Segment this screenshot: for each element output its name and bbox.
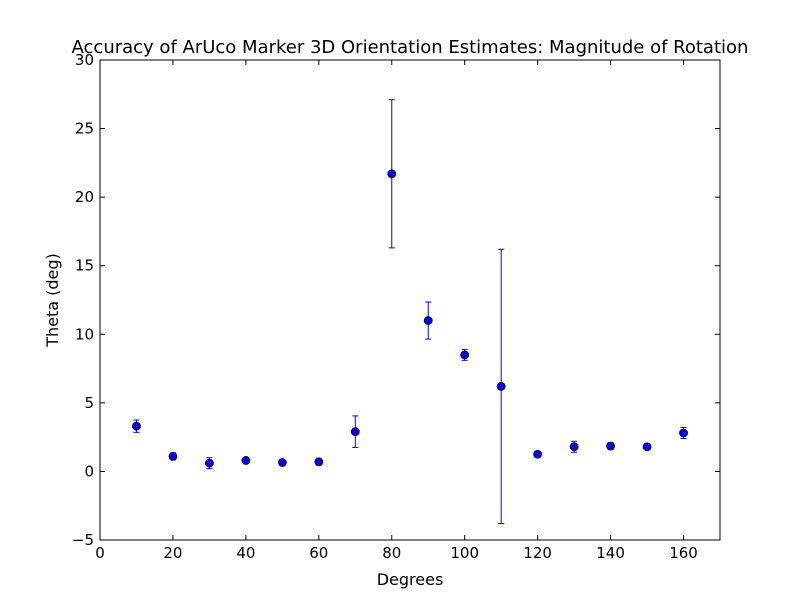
y-tick-label: 10 [75, 325, 94, 343]
plot-frame [99, 59, 721, 541]
x-tick-label: 120 [523, 544, 552, 562]
data-point [460, 350, 470, 360]
y-tick-label: 0 [84, 462, 94, 480]
data-point [387, 169, 397, 179]
data-layer [132, 99, 688, 525]
data-point [168, 451, 178, 461]
data-point [496, 381, 506, 391]
x-tick-label: 80 [382, 544, 401, 562]
plot-area [99, 59, 721, 541]
x-axis-label: Degrees [377, 570, 444, 589]
data-point [423, 316, 433, 325]
data-point [132, 421, 141, 431]
x-tick-label: 40 [236, 544, 255, 562]
chart-title: Accuracy of ArUco Marker 3D Orientation … [72, 37, 749, 58]
x-tick-label: 60 [309, 544, 328, 562]
x-tick-label: 0 [95, 544, 105, 562]
y-tick-label: 20 [75, 188, 94, 206]
data-point [350, 427, 360, 437]
data-point [679, 428, 688, 438]
x-tick-label: 100 [450, 544, 479, 562]
y-tick-label: −5 [72, 531, 94, 549]
data-point [569, 442, 579, 452]
data-point [314, 457, 324, 467]
x-tick-label: 160 [669, 544, 698, 562]
x-tick-label: 140 [596, 544, 625, 562]
y-axis-label: Theta (deg) [43, 253, 62, 348]
y-tick-label: 30 [75, 51, 94, 69]
data-point [533, 449, 543, 459]
data-point [205, 458, 214, 468]
y-tick-label: 5 [84, 394, 94, 412]
data-point [642, 442, 652, 452]
data-point [606, 441, 615, 451]
x-tick-label: 20 [163, 544, 182, 562]
data-point [277, 458, 287, 467]
y-tick-label: 15 [75, 257, 94, 275]
y-tick-label: 25 [75, 120, 94, 138]
data-point [241, 456, 251, 465]
